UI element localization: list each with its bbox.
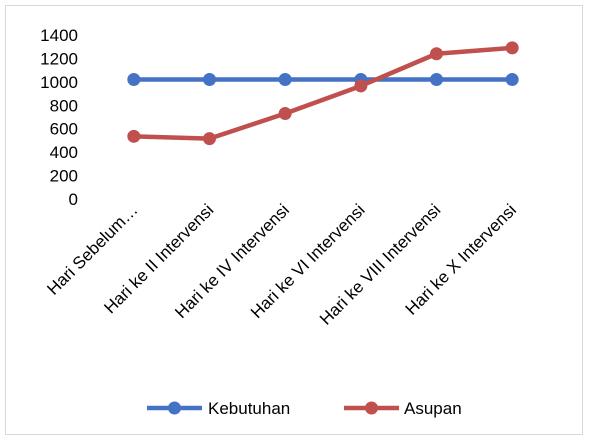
y-tick-label: 1200 <box>40 49 78 68</box>
y-tick-label: 800 <box>50 96 78 115</box>
data-point-asupan <box>430 47 443 61</box>
y-tick-label: 400 <box>50 143 78 162</box>
data-point-kebutuhan <box>203 73 216 87</box>
series-layer <box>127 41 519 146</box>
data-point-asupan <box>354 79 368 93</box>
chart-frame <box>5 5 583 435</box>
legend-swatch-marker-kebutuhan <box>168 401 181 415</box>
data-point-kebutuhan <box>505 73 519 87</box>
data-point-asupan <box>505 41 519 55</box>
y-tick-label: 0 <box>69 190 78 209</box>
series-line-asupan <box>131 45 515 141</box>
y-axis: 0 200 400 600 800 1000 1200 1400 <box>40 26 78 209</box>
data-point-asupan <box>278 106 292 120</box>
data-point-kebutuhan <box>430 73 443 87</box>
legend-swatch-marker-asupan <box>365 401 378 415</box>
y-tick-label: 1400 <box>40 26 78 45</box>
y-tick-label: 200 <box>50 167 78 186</box>
data-point-kebutuhan <box>278 73 292 87</box>
legend-label-kebutuhan: Kebutuhan <box>208 399 290 418</box>
y-tick-label: 1000 <box>40 73 78 92</box>
legend: Kebutuhan Asupan <box>147 399 462 418</box>
legend-label-asupan: Asupan <box>404 399 462 418</box>
data-point-asupan <box>203 132 216 146</box>
y-tick-label: 600 <box>50 120 78 139</box>
data-point-asupan <box>127 129 141 143</box>
data-point-kebutuhan <box>127 73 141 87</box>
